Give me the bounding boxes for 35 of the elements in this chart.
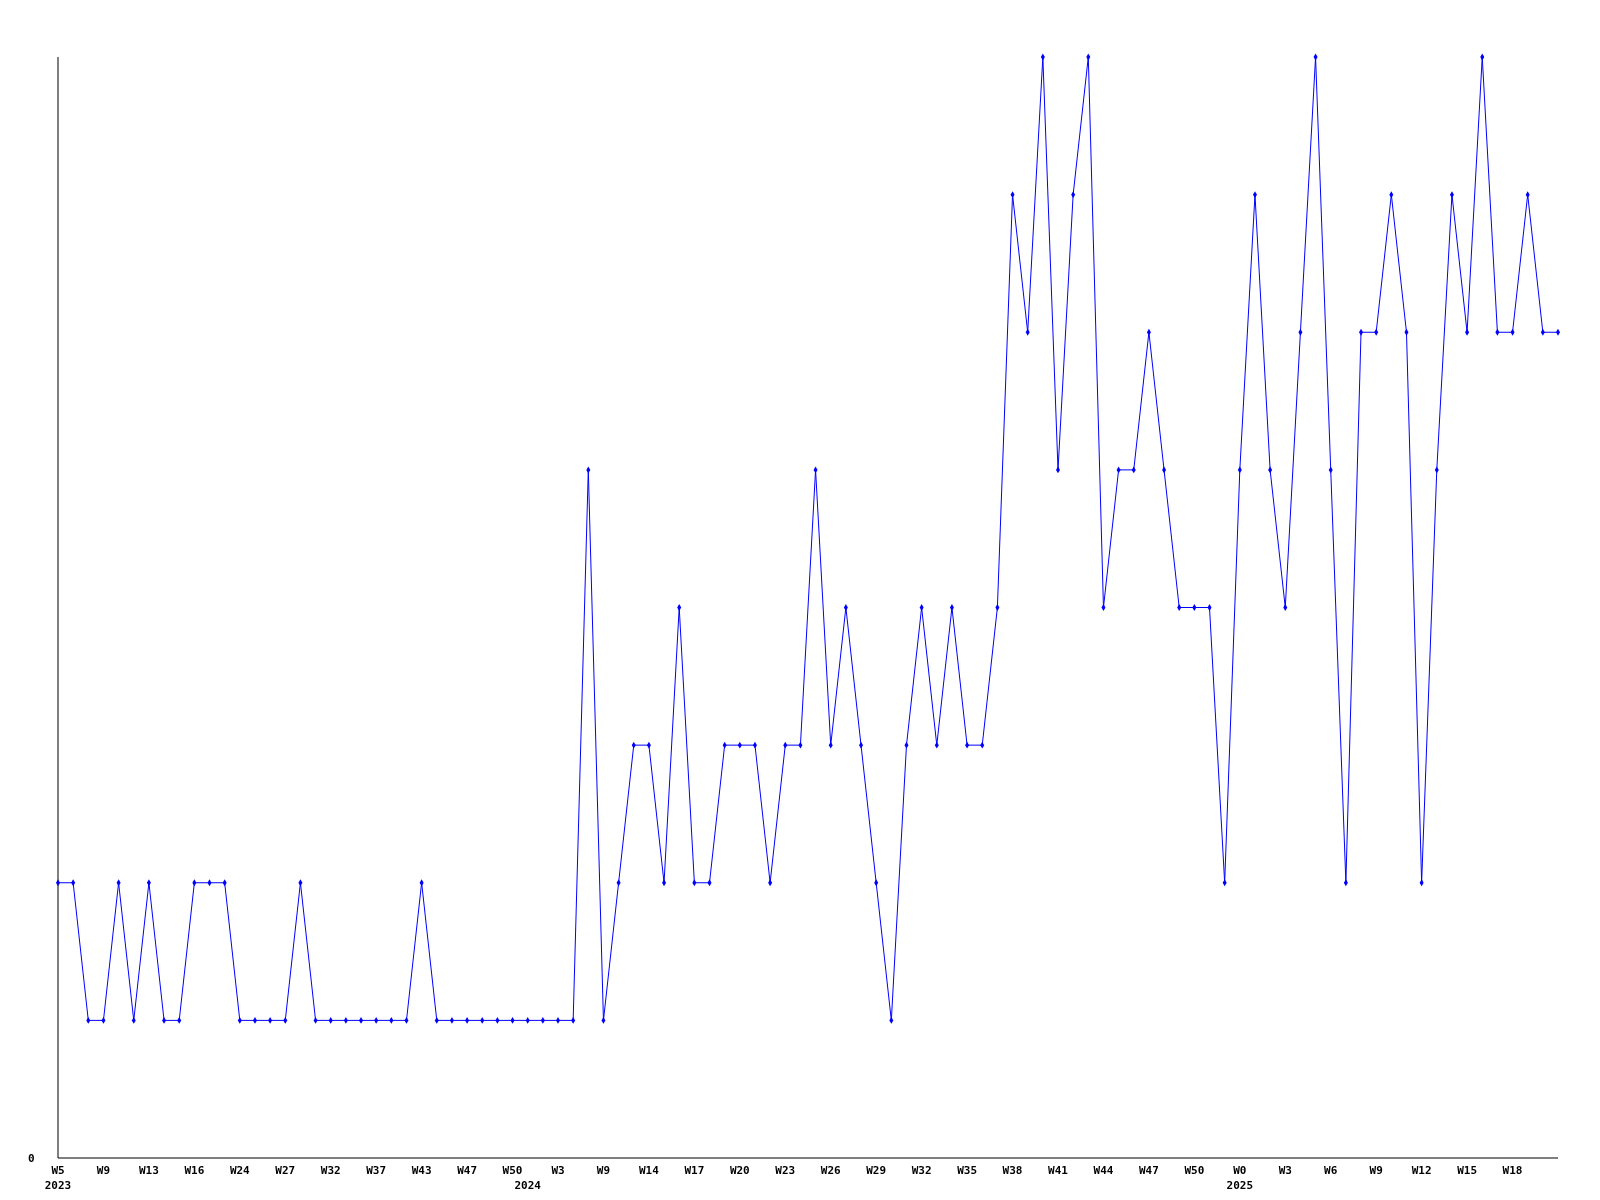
x-tick-label: W9 bbox=[596, 1164, 611, 1177]
x-tick-label: W38 bbox=[1002, 1164, 1023, 1177]
x-tick-label: W50 bbox=[1184, 1164, 1205, 1177]
x-tick-label: W15 bbox=[1457, 1164, 1478, 1177]
text: 0 bbox=[28, 1152, 35, 1165]
x-tick-label: W9 bbox=[96, 1164, 111, 1177]
x-tick-label: W13 bbox=[138, 1164, 159, 1177]
x-tick-label: W24 bbox=[229, 1164, 251, 1177]
x-tick-label: W43 bbox=[411, 1164, 432, 1177]
x-tick-label: W32 bbox=[320, 1164, 341, 1177]
x-tick-label: W3 bbox=[1278, 1164, 1292, 1177]
x-tick-label: W29 bbox=[866, 1164, 887, 1177]
x-tick-label: W27 bbox=[275, 1164, 296, 1177]
x-tick-label: W17 bbox=[684, 1164, 705, 1177]
x-tick-label: W47 bbox=[1138, 1164, 1159, 1177]
x-tick-label: W26 bbox=[820, 1164, 842, 1177]
x-tick-label: W23 bbox=[775, 1164, 796, 1177]
x-tick-label: W44 bbox=[1093, 1164, 1114, 1177]
x-tick-label: W9 bbox=[1369, 1164, 1383, 1177]
x-tick-label: W37 bbox=[366, 1164, 387, 1177]
x-tick-label: W35 bbox=[957, 1164, 978, 1177]
x-tick-label: W41 bbox=[1048, 1164, 1069, 1177]
x-tick-label: W47 bbox=[457, 1164, 478, 1177]
x-tick-label: W32 bbox=[911, 1164, 932, 1177]
x-tick-label: W3 bbox=[551, 1164, 565, 1177]
x-tick-label: W0 2025 bbox=[1226, 1164, 1254, 1192]
x-tick-label: W20 bbox=[729, 1164, 750, 1177]
x-tick-label: W16 bbox=[184, 1164, 205, 1177]
x-tick-label: W50 bbox=[502, 1164, 523, 1177]
x-tick-label: W12 bbox=[1411, 1164, 1432, 1177]
x-tick-label: W14 bbox=[638, 1164, 660, 1177]
x-tick-label: 2024 bbox=[514, 1179, 542, 1192]
x-tick-label: W6 bbox=[1324, 1164, 1338, 1177]
x-tick-label: W5 2023 bbox=[44, 1164, 72, 1192]
x-tick-label: W18 bbox=[1502, 1164, 1523, 1177]
